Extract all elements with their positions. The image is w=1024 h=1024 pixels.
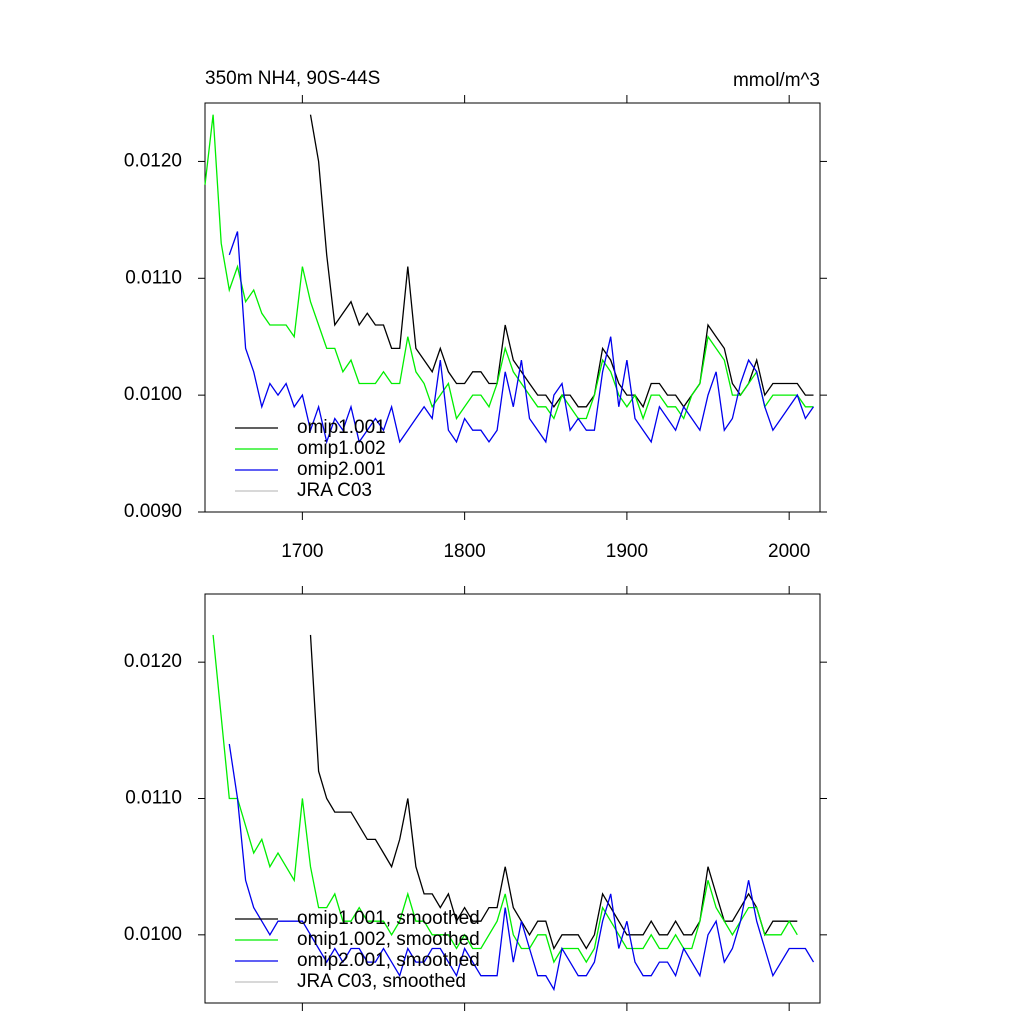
series-line: [212, 634, 798, 964]
x-tick-label: 1900: [606, 541, 648, 562]
x-tick-label: 2000: [768, 541, 810, 562]
chart-title: 350m NH4, 90S-44S: [205, 68, 380, 89]
legend-label: omip1.002, smoothed: [297, 929, 480, 950]
x-tick-label: 1700: [281, 541, 323, 562]
series-line: [204, 114, 814, 421]
series-line: [228, 231, 815, 445]
plot-frame: [204, 102, 821, 513]
y-tick-label: 0.0120: [124, 651, 182, 672]
plot-frame: [204, 593, 821, 1004]
y-tick-label: 0.0110: [125, 788, 182, 809]
series-line: [228, 743, 815, 992]
legend-label: omip1.001: [297, 417, 386, 438]
series-line: [309, 634, 798, 951]
y-tick-label: 0.0120: [124, 150, 182, 171]
y-tick-label: 0.0100: [124, 924, 182, 945]
legend-label: JRA C03, smoothed: [297, 971, 466, 992]
y-tick-label: 0.0110: [125, 267, 182, 288]
legend-label: omip1.002: [297, 438, 386, 459]
legend-label: omip2.001, smoothed: [297, 950, 480, 971]
y-tick-label: 0.0100: [124, 384, 182, 405]
legend-label: omip1.001, smoothed: [297, 908, 480, 929]
units-label: mmol/m^3: [733, 70, 820, 91]
legend-label: JRA C03: [297, 480, 372, 501]
y-tick-label: 0.0090: [124, 501, 182, 522]
x-tick-label: 1800: [443, 541, 485, 562]
legend-label: omip2.001: [297, 459, 386, 480]
